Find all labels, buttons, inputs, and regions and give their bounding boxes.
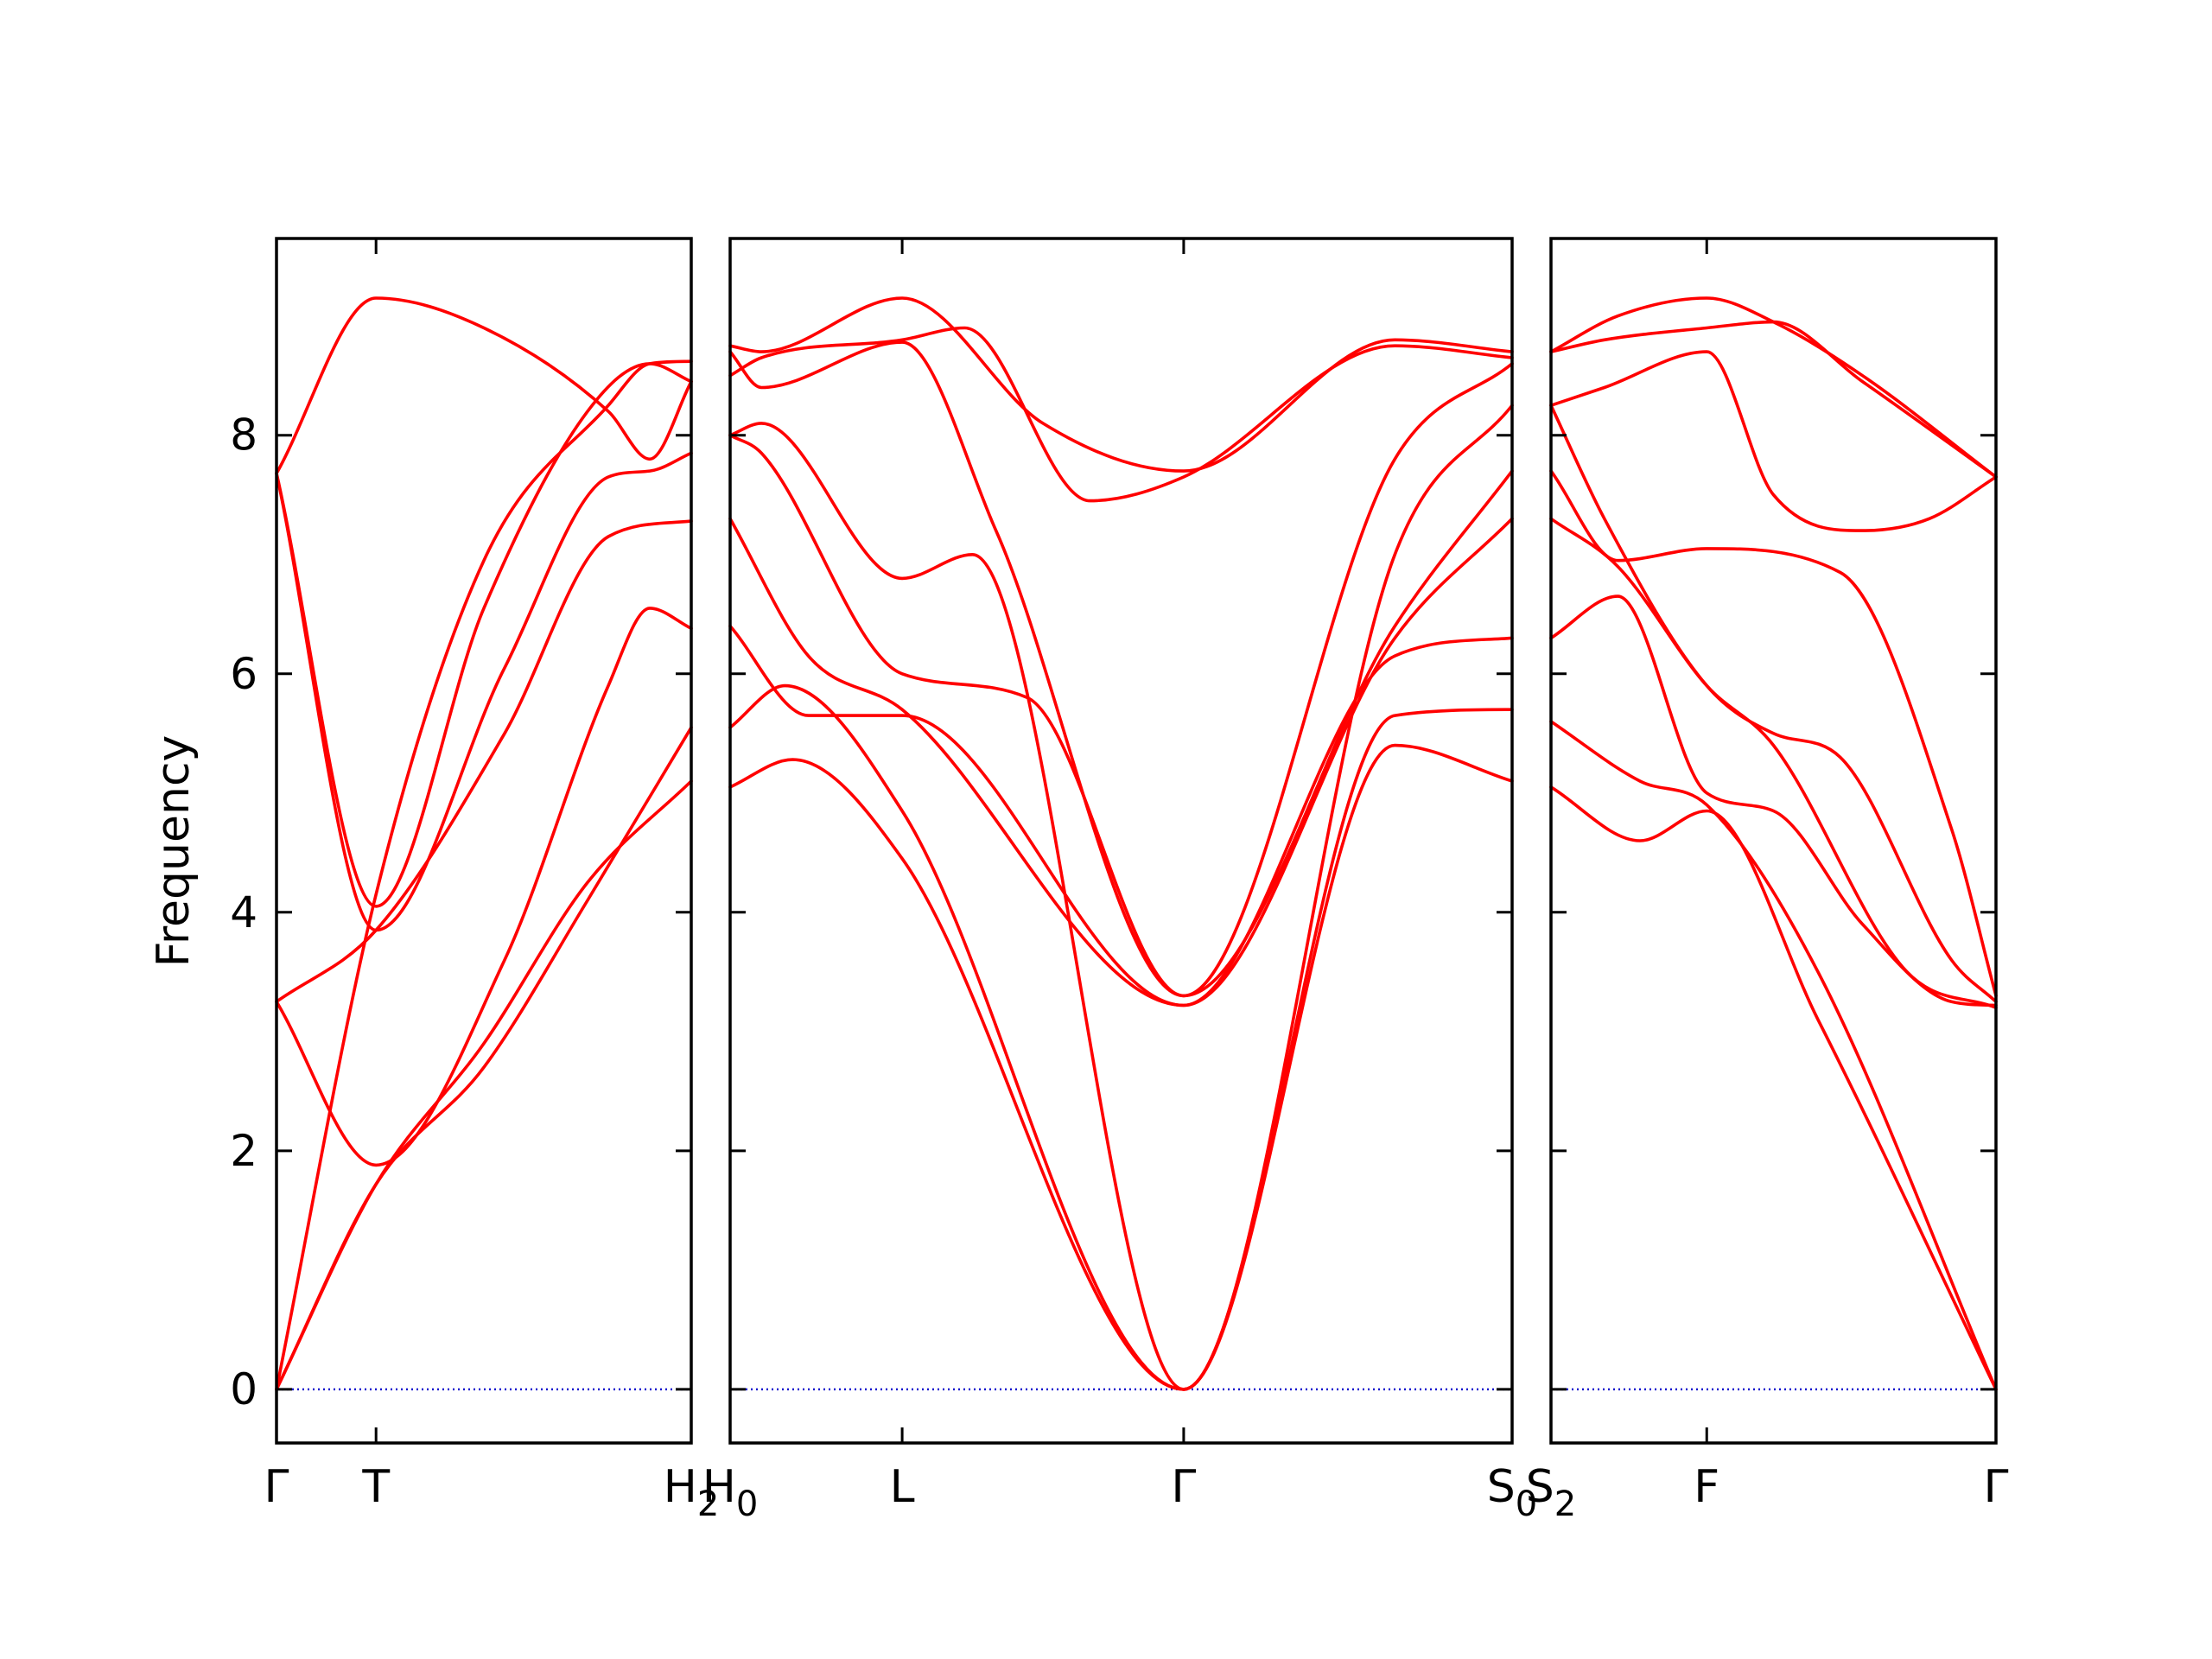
band-8 xyxy=(728,326,1514,503)
panel-2: H0 L Γ S0 xyxy=(702,237,1537,1524)
band-6 xyxy=(275,362,693,908)
panel-frame xyxy=(728,237,1514,1445)
band-2 xyxy=(728,683,1514,1391)
band-5 xyxy=(728,433,1514,998)
x-tick-label: T xyxy=(361,1461,390,1513)
band-2 xyxy=(1549,720,1998,1391)
y-tick-label: 8 xyxy=(230,410,257,461)
y-tick-label: 4 xyxy=(230,887,257,938)
band-8 xyxy=(275,296,693,475)
x-tick-label: Γ xyxy=(1171,1461,1196,1513)
band-8 xyxy=(1549,320,1998,479)
y-tick-label: 2 xyxy=(230,1126,257,1176)
panel-3: S2 F Γ xyxy=(1526,237,2009,1524)
x-tick-label-subscript: 2 xyxy=(1554,1484,1576,1524)
band-7 xyxy=(1549,350,1998,532)
band-5 xyxy=(1549,469,1998,998)
band-3 xyxy=(275,607,693,1167)
band-1 xyxy=(1549,785,1998,1391)
x-tick-label: F xyxy=(1694,1461,1719,1513)
band-4 xyxy=(728,517,1514,1007)
y-tick-label: 0 xyxy=(230,1364,257,1414)
band-9 xyxy=(1549,296,1998,479)
x-tick-label-subscript: 2 xyxy=(697,1484,719,1524)
band-7 xyxy=(275,359,693,1391)
band-3 xyxy=(1549,594,1998,1007)
band-4 xyxy=(275,519,693,1004)
y-tick-label: 6 xyxy=(230,649,257,699)
y-axis-label: Frequency xyxy=(148,735,200,968)
panel-frame xyxy=(275,237,693,1445)
x-tick-label-subscript: 0 xyxy=(736,1484,758,1524)
x-tick-label: L xyxy=(890,1461,915,1513)
band-7 xyxy=(728,340,1514,998)
x-tick-label-subscript: 0 xyxy=(1516,1484,1537,1524)
band-1 xyxy=(728,743,1514,1391)
band-2 xyxy=(275,726,693,1391)
band-6 xyxy=(728,404,1514,1391)
band-9 xyxy=(728,296,1514,473)
band-5 xyxy=(275,451,693,932)
band-6 xyxy=(1549,404,1998,1004)
band-1 xyxy=(275,779,693,1391)
panel-frame xyxy=(1549,237,1998,1445)
band-4 xyxy=(1549,517,1998,1009)
band-3 xyxy=(728,624,1514,1007)
x-tick-label: Γ xyxy=(264,1461,289,1513)
x-tick-label: Γ xyxy=(1984,1461,2009,1513)
